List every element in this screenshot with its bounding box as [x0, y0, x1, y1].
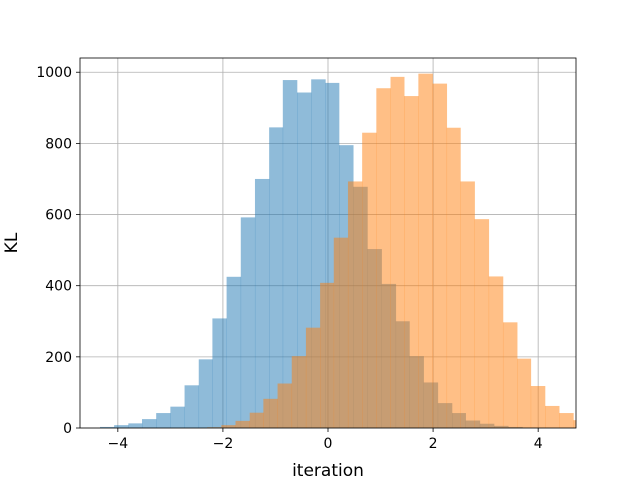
histogram-bar — [198, 359, 213, 428]
histogram-bar — [404, 96, 419, 428]
y-tick-label: 0 — [63, 421, 72, 437]
histogram-bar — [99, 426, 115, 428]
histogram-bar — [221, 425, 236, 428]
x-tick-label: 4 — [534, 436, 543, 452]
x-tick-label: −4 — [108, 436, 129, 452]
histogram-bar — [277, 383, 293, 428]
histogram-bar — [545, 405, 560, 428]
histogram-bar — [474, 219, 490, 428]
histogram-bar — [320, 282, 335, 428]
histogram-bar — [282, 80, 298, 429]
histogram-bar — [517, 358, 532, 428]
y-tick-label: 400 — [45, 279, 72, 295]
histogram-bar — [249, 412, 264, 428]
histogram-bar — [170, 406, 185, 428]
y-tick-label: 200 — [45, 350, 72, 366]
histogram-bar — [263, 398, 278, 428]
histogram-bar — [184, 385, 200, 428]
axis-ticks: −4 −2 0 2 4 0 200 400 600 800 1000 — [36, 65, 542, 452]
histogram-bar — [347, 181, 363, 428]
y-tick-label: 1000 — [36, 65, 72, 81]
histogram-bar — [530, 386, 546, 428]
histogram-bar — [460, 181, 475, 428]
histogram-bar — [291, 356, 307, 428]
y-tick-label: 600 — [45, 208, 72, 224]
histogram-bar — [269, 127, 284, 428]
histogram-bar — [226, 276, 242, 428]
histogram-bar — [128, 423, 143, 428]
x-tick-label: 2 — [429, 436, 438, 452]
histogram-bar — [488, 276, 504, 428]
histogram-bar — [573, 420, 577, 428]
histogram-bar — [254, 178, 270, 428]
x-axis-label: iteration — [292, 461, 364, 480]
histogram-bar — [212, 318, 227, 428]
histogram-bar — [235, 420, 251, 428]
histogram-bar — [114, 425, 129, 428]
x-tick-label: −2 — [213, 436, 234, 452]
series-2-bars — [207, 73, 577, 429]
histogram-bar — [240, 217, 256, 428]
histogram-bar — [362, 132, 377, 428]
histogram-bar — [142, 419, 157, 428]
histogram-bar — [446, 127, 461, 428]
histogram-bar — [333, 237, 349, 428]
histogram-bar — [156, 413, 171, 428]
histogram-bar — [432, 83, 448, 428]
histogram-bars — [99, 73, 577, 429]
histogram-bar — [418, 73, 433, 429]
y-tick-label: 800 — [45, 136, 72, 152]
y-axis-label: KL — [2, 232, 22, 253]
histogram-bar — [376, 88, 391, 428]
histogram-bar — [559, 413, 574, 428]
x-tick-label: 0 — [324, 436, 333, 452]
histogram-bar — [305, 327, 321, 428]
histogram-bar — [502, 322, 518, 428]
histogram-bar — [390, 76, 405, 428]
